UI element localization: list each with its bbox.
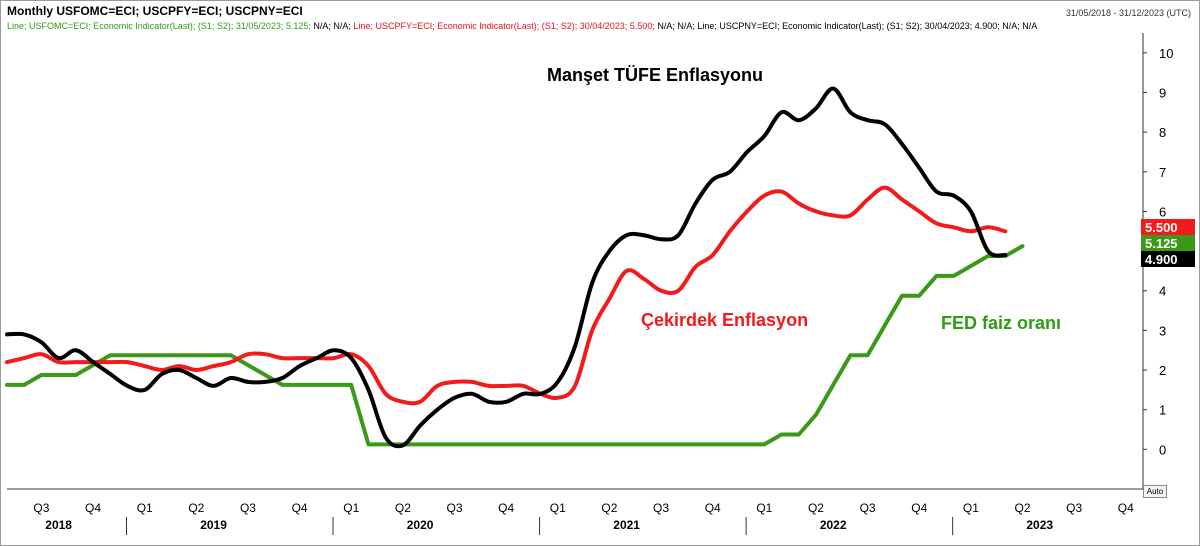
x-quarter-label: Q2 [808,501,824,515]
x-year-label: 2021 [613,518,640,532]
x-quarter-label: Q4 [705,501,721,515]
last-value-box-core [1141,219,1195,235]
annotation-headline: Manşet TÜFE Enflasyonu [547,65,763,85]
x-quarter-label: Q4 [85,501,101,515]
x-year-label: 2019 [200,518,227,532]
x-year-label: 2020 [407,518,434,532]
last-value-label-fed: 5.125 [1145,236,1178,251]
y-tick-label: 2 [1159,363,1166,378]
y-tick-label: 4 [1159,284,1166,299]
last-value-label-headline: 4.900 [1145,252,1178,267]
y-tick-label: 9 [1159,85,1166,100]
series-line-fed [5,244,1025,447]
x-quarter-label: Q4 [498,501,514,515]
x-quarter-label: Q1 [756,501,772,515]
y-tick-label: 8 [1159,125,1166,140]
x-quarter-label: Q3 [447,501,463,515]
x-quarter-label: Q2 [395,501,411,515]
last-value-box-headline [1141,251,1195,267]
y-tick-label: 1 [1159,403,1166,418]
legend-headline: Line; USCPNY=ECI; Economic Indicator(Las… [697,21,1038,31]
annotation-fed: FED faiz oranı [941,313,1061,333]
legend-fed-na: N/A; N/A; [313,21,354,31]
x-quarter-label: Q2 [601,501,617,515]
y-tick-label: 7 [1159,165,1166,180]
x-quarter-label: Q1 [137,501,153,515]
legend-fed: Line; USFOMC=ECI; Economic Indicator(Las… [7,21,314,31]
x-quarter-label: Q1 [963,501,979,515]
auto-scale-button[interactable]: Auto [1143,485,1167,498]
y-tick-label: 10 [1159,46,1173,61]
x-quarter-label: Q1 [550,501,566,515]
legend-core-na: N/A; N/A; [657,21,698,31]
chart-title: Monthly USFOMC=ECI; USCPFY=ECI; USCPNY=E… [7,4,303,18]
x-quarter-label: Q3 [240,501,256,515]
series-line-headline [5,86,1008,449]
last-value-box-fed [1141,235,1195,251]
x-quarter-label: Q1 [343,501,359,515]
x-quarter-label: Q4 [911,501,927,515]
date-range: 31/05/2018 - 31/12/2023 (UTC) [1065,8,1191,18]
x-year-label: 2022 [820,518,847,532]
series-legend: Line; USFOMC=ECI; Economic Indicator(Las… [7,21,1037,31]
series-line-core [5,185,1008,406]
y-tick-label: 3 [1159,323,1166,338]
x-quarter-label: Q3 [860,501,876,515]
x-quarter-label: Q4 [292,501,308,515]
x-quarter-label: Q3 [1066,501,1082,515]
x-year-label: 2023 [1026,518,1053,532]
y-tick-label: 0 [1159,442,1166,457]
x-quarter-label: Q3 [653,501,669,515]
x-quarter-label: Q3 [33,501,49,515]
x-year-label: 2018 [45,518,72,532]
y-tick-label: 6 [1159,204,1166,219]
last-value-label-core: 5.500 [1145,220,1178,235]
x-quarter-label: Q2 [1015,501,1031,515]
x-quarter-label: Q2 [188,501,204,515]
legend-core: Line; USCPFY=ECI; Economic Indicator(Las… [353,21,658,31]
x-quarter-label: Q4 [1118,501,1134,515]
annotation-core: Çekirdek Enflasyon [641,310,808,330]
